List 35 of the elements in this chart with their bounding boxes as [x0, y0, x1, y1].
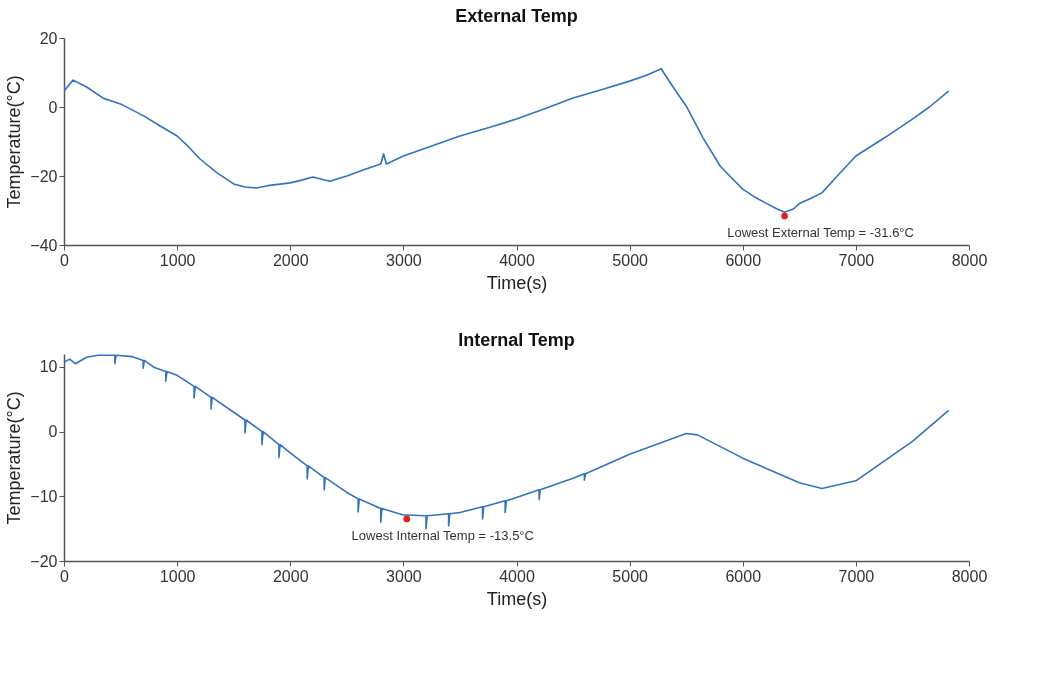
x-tick-label: 0: [60, 251, 70, 269]
x-tick-label: 7000: [838, 251, 875, 269]
y-tick-label: 20: [39, 29, 58, 47]
x-tick-label: 5000: [612, 251, 649, 269]
x-tick-label: 0: [60, 567, 70, 585]
x-tick-label: 1000: [159, 251, 196, 269]
x-tick-label: 2000: [272, 251, 309, 269]
x-tick-label: 5000: [612, 567, 649, 585]
x-tick-label: 1000: [159, 567, 196, 585]
x-tick-label: 8000: [951, 567, 988, 585]
x-tick-label: 7000: [838, 567, 875, 585]
chart-title: External Temp: [455, 6, 578, 26]
x-axis-title: Time(s): [486, 272, 548, 293]
x-tick-label: 8000: [951, 251, 988, 269]
x-tick-label: 2000: [272, 567, 309, 585]
y-axis-title: Temperature(°C): [4, 75, 25, 209]
y-tick-label: −20: [30, 552, 58, 570]
y-tick-label: −10: [30, 487, 58, 505]
y-tick-label: −40: [30, 236, 58, 254]
y-tick-label: −20: [30, 167, 58, 185]
annotation: Lowest Internal Temp = -13.5°C: [351, 527, 534, 543]
x-tick-label: 3000: [386, 567, 422, 585]
chart-title: Internal Temp: [458, 330, 575, 350]
y-tick-label: 0: [48, 423, 58, 441]
y-axis-title: Temperature(°C): [4, 391, 25, 525]
x-tick-label: 4000: [499, 251, 535, 269]
x-tick-label: 4000: [499, 567, 535, 585]
y-tick-label: 0: [48, 98, 58, 116]
line-series: [64, 354, 950, 530]
x-tick-label: 6000: [725, 567, 762, 585]
x-axis-title: Time(s): [486, 588, 548, 609]
annotation: Lowest External Temp = -31.6°C: [727, 225, 914, 241]
x-tick-label: 3000: [386, 251, 422, 269]
x-tick-label: 6000: [725, 251, 762, 269]
y-tick-label: 10: [39, 358, 58, 376]
